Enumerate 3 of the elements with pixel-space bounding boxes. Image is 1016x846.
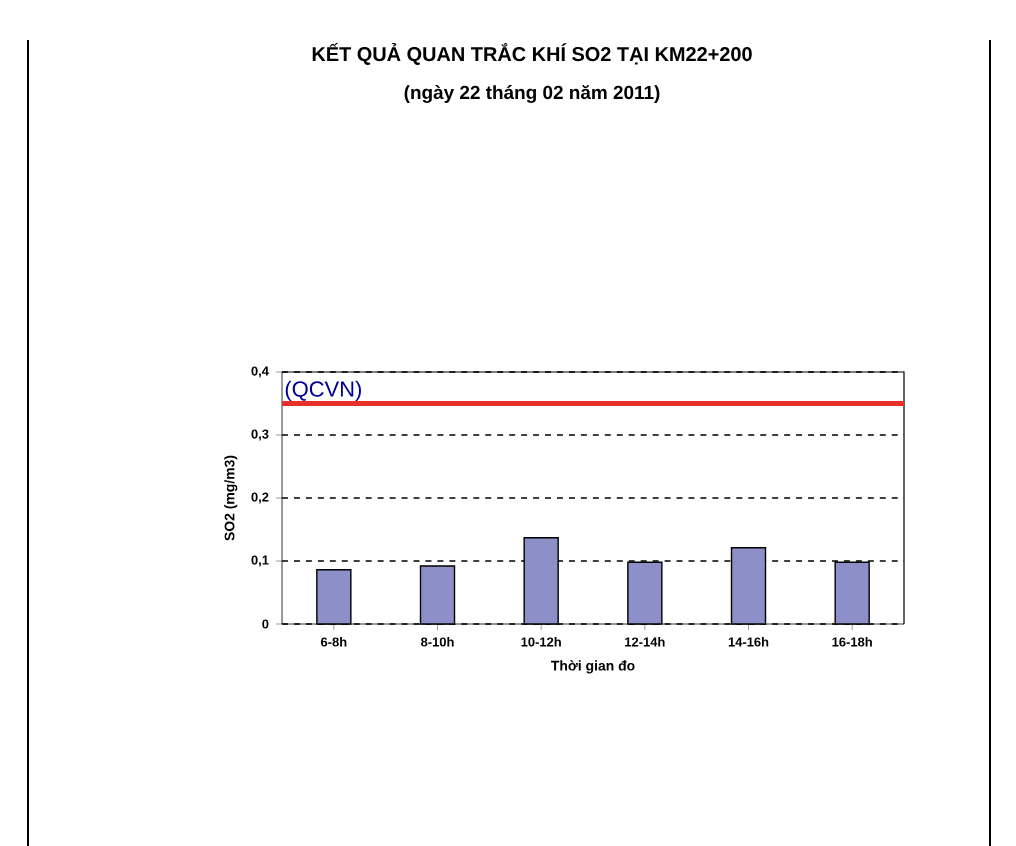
ref-line-label: (QCVN) bbox=[285, 380, 361, 402]
chart-title: KẾT QUẢ QUAN TRẮC KHÍ SO2 TẠI KM22+200 bbox=[312, 43, 752, 65]
chart-subtitle: (ngày 22 tháng 02 năm 2011) bbox=[404, 85, 660, 103]
